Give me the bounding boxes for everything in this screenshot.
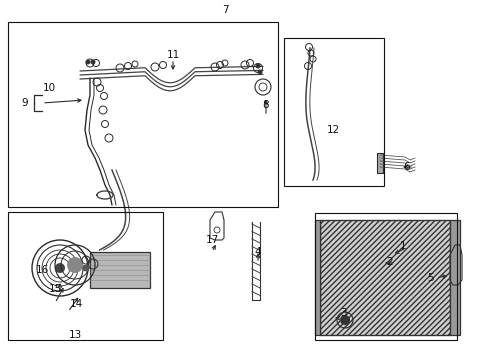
Circle shape — [339, 315, 349, 325]
Text: 8: 8 — [262, 100, 269, 110]
Text: 2: 2 — [386, 257, 392, 267]
Bar — [319, 220, 449, 335]
Bar — [449, 220, 459, 335]
Bar — [8, 212, 163, 340]
Text: 12: 12 — [325, 125, 339, 135]
Text: 11: 11 — [166, 50, 179, 60]
Circle shape — [257, 69, 262, 75]
Text: 5: 5 — [426, 273, 432, 283]
Text: 1: 1 — [399, 241, 406, 251]
Bar — [314, 213, 456, 340]
Bar — [314, 220, 319, 335]
Circle shape — [90, 59, 95, 64]
Text: 14: 14 — [69, 299, 82, 309]
Text: 4: 4 — [254, 247, 261, 257]
Bar — [8, 22, 278, 207]
Text: 13: 13 — [68, 330, 81, 340]
Circle shape — [55, 263, 65, 273]
Text: 10: 10 — [42, 83, 56, 93]
Text: 9: 9 — [21, 98, 28, 108]
Text: 16: 16 — [35, 265, 48, 275]
Text: 7: 7 — [221, 5, 228, 15]
Text: 3: 3 — [339, 308, 346, 318]
Circle shape — [82, 265, 89, 271]
Bar — [90, 252, 150, 288]
Text: 15: 15 — [48, 284, 61, 294]
Bar — [284, 38, 383, 186]
Circle shape — [255, 63, 260, 68]
Text: 17: 17 — [205, 235, 218, 245]
Circle shape — [67, 257, 83, 273]
Text: 6: 6 — [403, 162, 409, 172]
Bar — [376, 153, 382, 173]
Circle shape — [85, 59, 90, 64]
